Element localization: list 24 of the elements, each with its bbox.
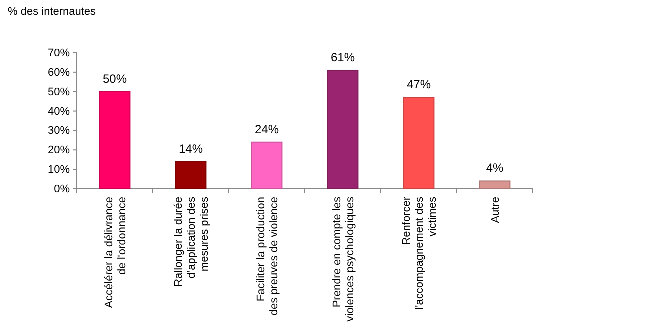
bar [479, 180, 511, 190]
bar [403, 97, 435, 190]
y-axis-title: % des internautes [8, 6, 97, 18]
x-tick-label: Autre [490, 197, 502, 224]
bar [99, 91, 131, 190]
bar [251, 142, 283, 190]
bar [327, 70, 359, 190]
y-tick-label: 0% [54, 184, 70, 196]
y-tick-label: 20% [48, 144, 70, 157]
y-tick-label: 70% [48, 48, 70, 60]
y-tick-label: 10% [48, 164, 70, 176]
data-label: 61% [330, 50, 356, 64]
x-tick-label: Renforcer l'accompagnement des victimes [401, 196, 439, 310]
y-tick-label: 40% [48, 106, 70, 118]
data-label: 47% [406, 78, 432, 92]
y-tick-label: 30% [48, 125, 70, 138]
data-label: 24% [254, 122, 280, 136]
data-label: 50% [102, 72, 128, 86]
y-tick-label: 50% [48, 86, 70, 98]
data-label: 14% [178, 142, 204, 156]
bar [175, 161, 207, 190]
x-tick-label: Accélérer la délivrance de l'ordonnance [104, 197, 128, 308]
data-label: 4% [486, 161, 504, 176]
y-tick-label: 60% [48, 66, 70, 79]
